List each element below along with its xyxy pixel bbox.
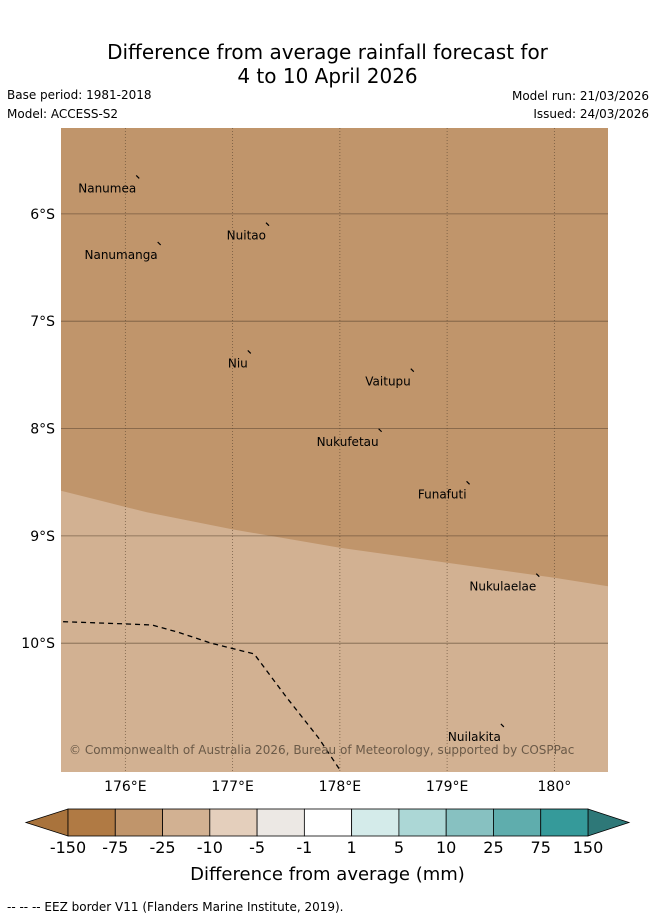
model-name: Model: ACCESS-S2 (7, 107, 119, 121)
latitude-ticks: 6°S 7°S 8°S 9°S 10°S (21, 207, 55, 652)
colorbar-tick-label: 75 (531, 838, 551, 857)
map-plot-area: Nanumea Nuitao Nanumanga Niu Vaitupu Nukufeta… (61, 128, 608, 772)
colorbar-tick-label: -1 (296, 838, 312, 857)
colorbar-bin (540, 808, 589, 837)
colorbar: -150 -75 -25 -10 -5 -1 1 5 10 25 75 150 (24, 808, 631, 857)
longitude-ticks: 176°E 177°E 178°E 179°E 180° (104, 779, 571, 795)
place-label: Vaitupu (365, 375, 411, 389)
colorbar-bin (445, 808, 494, 837)
colorbar-tick-label: -75 (102, 838, 128, 857)
colorbar-over-arrow (587, 808, 631, 837)
island-marker (500, 723, 505, 728)
base-period: Base period: 1981-2018 (7, 88, 152, 102)
colorbar-tick-label: 150 (573, 838, 604, 857)
eez-border-line (63, 621, 341, 771)
longitude-tick-label: 178°E (319, 779, 362, 795)
colorbar-tick-label: -150 (50, 838, 86, 857)
island-marker (157, 241, 162, 246)
place-label: Nanumanga (85, 248, 158, 262)
place-label: Nukulaelae (469, 580, 536, 594)
colorbar-tick-label: -10 (197, 838, 223, 857)
title-line-2: 4 to 10 April 2026 (237, 64, 418, 88)
place-label: Nukufetau (317, 435, 379, 449)
island-marker (466, 480, 470, 485)
place-label: Funafuti (418, 487, 467, 501)
issued-date: Issued: 24/03/2026 (533, 107, 649, 121)
latitude-tick-label: 6°S (30, 207, 55, 223)
longitude-tick-label: 176°E (104, 779, 147, 795)
latitude-tick-label: 8°S (30, 422, 55, 438)
latitude-tick-label: 7°S (30, 314, 55, 330)
colorbar-tick-label: -5 (249, 838, 265, 857)
colorbar-tick-label: -25 (149, 838, 175, 857)
island-marker (265, 222, 270, 227)
longitude-tick-label: 177°E (211, 779, 254, 795)
colorbar-tick-label: 25 (483, 838, 503, 857)
colorbar-bin (162, 808, 211, 837)
island-marker (410, 368, 415, 373)
latitude-tick-label: 9°S (30, 529, 55, 545)
island-marker (247, 349, 252, 354)
place-label: Nuilakita (448, 730, 501, 744)
colorbar-bin (114, 808, 163, 837)
colorbar-under-arrow (24, 808, 69, 837)
colorbar-bin (493, 808, 542, 837)
colorbar-bin (398, 808, 447, 837)
longitude-tick-label: 180° (538, 779, 572, 795)
colorbar-bin (303, 808, 353, 837)
island-marker (378, 428, 383, 433)
latitude-tick-label: 10°S (21, 636, 55, 652)
eez-footnote: -- -- -- EEZ border V11 (Flanders Marine… (7, 900, 344, 914)
colorbar-bin (351, 808, 400, 837)
anomaly-region-dark (61, 128, 608, 587)
place-label: Nanumea (78, 181, 136, 195)
model-run: Model run: 21/03/2026 (511, 89, 649, 103)
colorbar-bin (67, 808, 116, 837)
colorbar-tick-label: 10 (436, 838, 456, 857)
colorbar-tick-label: 5 (394, 838, 404, 857)
colorbar-tick-label: 1 (347, 838, 357, 857)
map-title: Difference from average rainfall forecas… (0, 40, 655, 88)
place-label: Niu (228, 356, 248, 370)
colorbar-bin (209, 808, 258, 837)
island-marker (135, 175, 140, 179)
colorbar-label: Difference from average (mm) (190, 864, 465, 885)
island-marker (535, 573, 540, 578)
longitude-tick-label: 179°E (426, 779, 469, 795)
title-line-1: Difference from average rainfall forecas… (107, 40, 548, 64)
copyright-text: © Commonwealth of Australia 2026, Bureau… (69, 743, 574, 757)
colorbar-bin (256, 808, 305, 837)
place-label: Nuitao (227, 229, 266, 243)
